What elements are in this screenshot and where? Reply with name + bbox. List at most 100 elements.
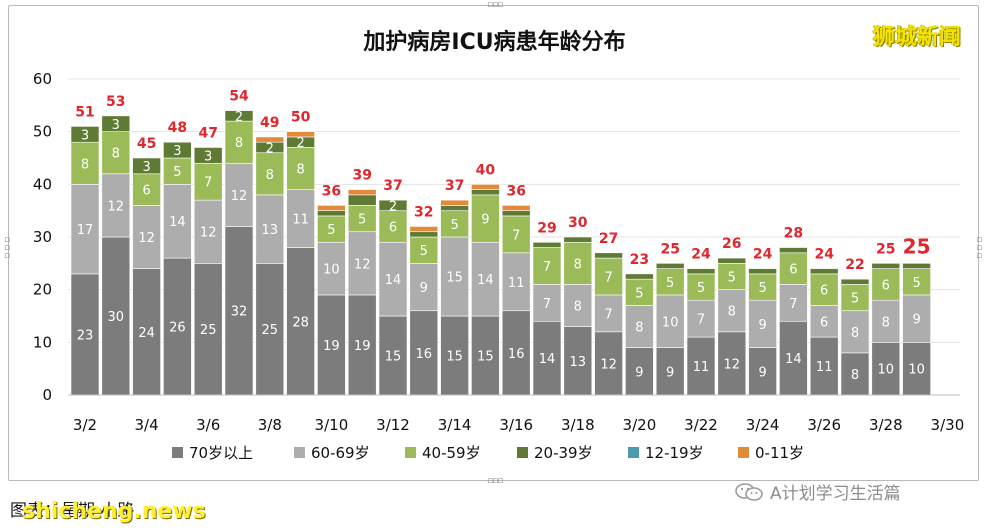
bar-segment-70+	[347, 294, 377, 396]
total-label: 26	[722, 236, 741, 252]
bar-segment-40-59	[871, 268, 901, 301]
bar-segment-70+	[440, 315, 469, 396]
bar-segment-20-39	[378, 199, 408, 211]
x-tick-label: 3/8	[258, 416, 282, 434]
segment-label: 5	[758, 281, 766, 296]
segment-label: 6	[882, 278, 890, 293]
segment-label: 9	[420, 281, 428, 296]
x-tick-label: 3/28	[869, 416, 903, 434]
y-axis-tick-labels: 0 10 20 30 40 50 60	[33, 70, 52, 404]
segment-label: 8	[235, 136, 243, 151]
total-label: 37	[445, 178, 464, 194]
bar-segment-40-59	[809, 273, 839, 306]
total-label: 47	[198, 125, 217, 141]
bar-segment-20-39	[840, 278, 870, 285]
segment-label: 19	[323, 339, 340, 354]
total-label: 28	[784, 226, 803, 242]
segment-label: 12	[138, 231, 155, 246]
segment-label: 3	[204, 149, 212, 164]
total-label: 30	[568, 215, 588, 231]
x-tick-label: 3/14	[438, 416, 472, 434]
segment-label: 2	[266, 141, 274, 156]
bar-segment-60-69	[563, 284, 593, 327]
total-label: 24	[691, 247, 711, 263]
bar-segment-20-39	[347, 194, 377, 206]
segment-label: 7	[543, 260, 551, 275]
bar-segment-70+	[779, 320, 808, 396]
segment-label: 11	[693, 360, 710, 375]
segment-label: 13	[570, 355, 587, 370]
segment-label: 25	[262, 323, 279, 338]
bar-segment-40-59	[347, 205, 377, 233]
resize-handle-top[interactable]: ▫▫▫	[487, 0, 503, 10]
bar-segment-0-11	[317, 205, 346, 211]
segment-label: 8	[296, 163, 304, 178]
legend-swatch-20-39	[517, 447, 528, 458]
segment-label: 3	[81, 128, 89, 143]
segment-label: 14	[785, 352, 802, 367]
segment-label: 12	[200, 226, 217, 241]
bar-segment-20-39	[440, 205, 469, 211]
wechat-account: A计划学习生活篇	[734, 479, 901, 504]
y-tick-label: 30	[33, 228, 52, 246]
segment-label: 3	[112, 118, 120, 133]
x-tick-label: 3/10	[315, 416, 349, 434]
segment-label: 6	[820, 284, 828, 299]
bar-segment-20-39	[594, 252, 623, 259]
total-label: 22	[845, 257, 864, 273]
segment-label: 14	[169, 215, 186, 230]
bar-segment-70+	[655, 347, 685, 396]
bar-segment-0-11	[347, 189, 377, 196]
bar-segment-20-39	[779, 247, 808, 254]
segment-label: 8	[635, 321, 643, 336]
resize-handle-left[interactable]: ▫ ▫ ▫	[4, 235, 10, 261]
legend-label: 70岁以上	[189, 444, 254, 462]
x-tick-label: 3/20	[623, 416, 657, 434]
y-tick-label: 50	[33, 123, 52, 141]
segment-label: 28	[292, 315, 309, 330]
segment-labels: 2317833012832412632614532512733212822513…	[77, 110, 925, 383]
segment-label: 10	[662, 315, 679, 330]
segment-label: 14	[477, 273, 494, 288]
bar-segment-20-39	[193, 147, 223, 164]
brand-logo-text: 狮城新闻	[873, 25, 962, 50]
bar-series	[70, 110, 931, 396]
bar-segment-40-59	[70, 141, 100, 185]
resize-handle-right[interactable]: ▫ ▫ ▫	[976, 235, 982, 261]
bar-segment-60-69	[717, 289, 747, 333]
segment-label: 9	[758, 318, 766, 333]
bar-segment-60-69	[686, 299, 716, 338]
legend-swatch-0-11	[738, 447, 749, 458]
x-tick-label: 3/16	[499, 416, 533, 434]
segment-label: 23	[77, 328, 94, 343]
segment-label: 11	[292, 213, 309, 228]
segment-label: 16	[508, 347, 525, 362]
total-label: 32	[414, 204, 433, 220]
x-tick-label: 3/6	[196, 416, 220, 434]
segment-label: 3	[142, 160, 150, 175]
bar-segment-0-11	[255, 136, 285, 143]
y-tick-label: 0	[42, 386, 52, 404]
x-tick-label: 3/22	[684, 416, 718, 434]
bar-segment-70+	[471, 315, 500, 396]
bar-segment-40-59	[655, 268, 685, 296]
segment-label: 6	[789, 263, 797, 278]
wechat-account-name: A计划学习生活篇	[770, 484, 901, 504]
legend-label: 12-19岁	[645, 444, 704, 462]
bar-segment-60-69	[748, 299, 777, 348]
total-label: 45	[137, 136, 156, 152]
total-label: 37	[383, 178, 402, 194]
total-label: 49	[260, 115, 279, 131]
total-label: 51	[75, 104, 94, 120]
bar-segment-70+	[594, 331, 623, 396]
segment-label: 10	[908, 363, 925, 378]
bar-segment-20-39	[748, 268, 777, 275]
segment-label: 25	[200, 323, 217, 338]
segment-label: 7	[697, 313, 705, 328]
y-tick-label: 60	[33, 70, 52, 88]
bar-segment-20-39	[686, 268, 716, 275]
segment-label: 8	[112, 147, 120, 162]
chart-title: 加护病房ICU病患年龄分布	[363, 30, 626, 55]
x-tick-label: 3/2	[73, 416, 97, 434]
resize-handle-bottom[interactable]: ▫▫▫	[487, 476, 503, 486]
